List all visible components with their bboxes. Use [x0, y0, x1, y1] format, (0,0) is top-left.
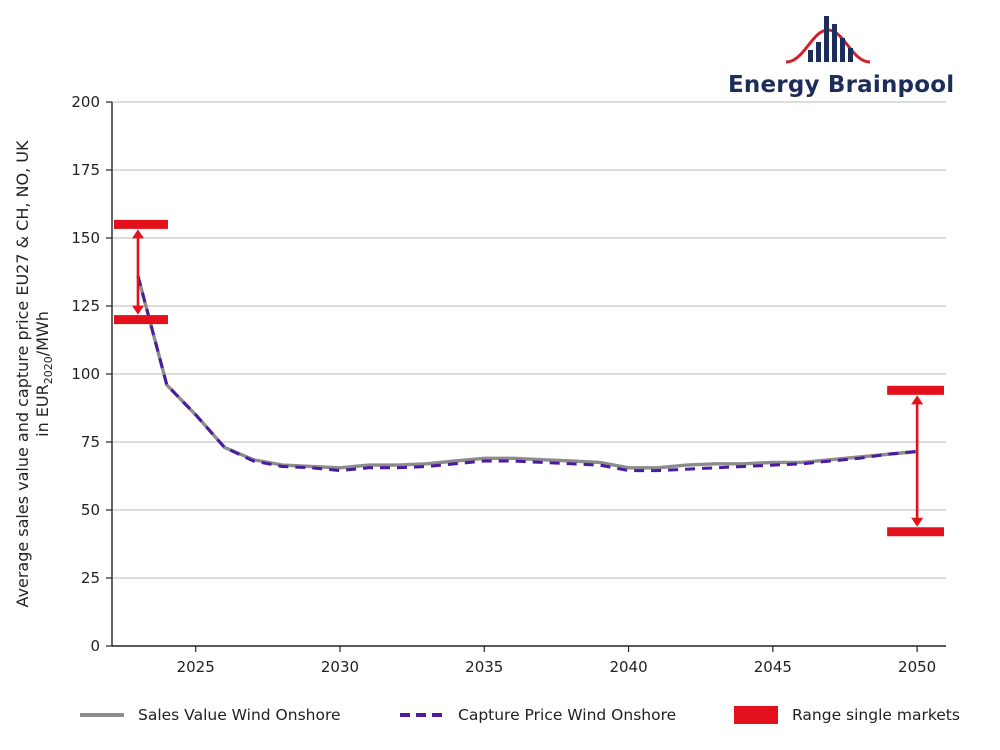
- legend: Sales Value Wind Onshore Capture Price W…: [0, 700, 1000, 730]
- legend-item-sales-value: Sales Value Wind Onshore: [80, 700, 341, 730]
- series-line-capture-price: [136, 275, 918, 473]
- range-marker-2023: [114, 219, 168, 325]
- y-tick-label: 150: [71, 229, 100, 247]
- y-tick-label: 0: [90, 637, 100, 655]
- y-axis-label-unit: in EUR2020/MWh: [33, 311, 55, 437]
- y-axis-label: Average sales value and capture price EU…: [13, 140, 32, 608]
- solid-line-icon: [80, 713, 124, 717]
- y-tick-label: 75: [81, 433, 100, 451]
- range-markers: [114, 219, 944, 537]
- x-tick-label: 2045: [754, 658, 792, 676]
- range-bar-high: [114, 219, 168, 229]
- y-axis-ticks: 0 25 50 75 100 125 150 175 200: [71, 93, 112, 655]
- logo-text: Energy Brainpool: [728, 72, 955, 98]
- logo-mark-icon: [785, 16, 871, 64]
- y-tick-label: 25: [81, 569, 100, 587]
- energy-brainpool-logo: Energy Brainpool: [724, 12, 954, 102]
- x-tick-label: 2030: [321, 658, 359, 676]
- legend-item-capture-price: Capture Price Wind Onshore: [400, 700, 676, 730]
- x-tick-label: 2035: [465, 658, 503, 676]
- x-tick-label: 2040: [609, 658, 647, 676]
- legend-label-range: Range single markets: [792, 706, 960, 724]
- y-tick-label: 100: [71, 365, 100, 383]
- range-bar-low: [887, 527, 944, 537]
- range-arrowhead-up: [131, 229, 144, 239]
- range-arrowhead-down: [131, 305, 144, 315]
- range-arrowhead-down: [911, 517, 924, 527]
- range-arrowhead-up: [911, 395, 924, 405]
- range-bar-low: [114, 315, 168, 325]
- series-group: [136, 275, 918, 473]
- gridlines: [112, 101, 946, 579]
- legend-item-range: Range single markets: [734, 700, 960, 730]
- x-axis-ticks: 2025 2030 2035 2040 2045 2050: [177, 646, 936, 676]
- series-line-sales-value: [136, 275, 918, 470]
- range-marker-2050: [887, 385, 944, 537]
- y-tick-label: 50: [81, 501, 100, 519]
- y-tick-label: 200: [71, 93, 100, 111]
- legend-label-sales-value: Sales Value Wind Onshore: [138, 706, 341, 724]
- y-tick-label: 175: [71, 161, 100, 179]
- red-box-icon: [734, 706, 778, 724]
- legend-label-capture-price: Capture Price Wind Onshore: [458, 706, 677, 724]
- x-tick-label: 2050: [898, 658, 936, 676]
- range-bar-high: [887, 385, 944, 395]
- dashed-line-icon: [400, 713, 444, 717]
- x-tick-label: 2025: [177, 658, 215, 676]
- y-tick-label: 125: [71, 297, 100, 315]
